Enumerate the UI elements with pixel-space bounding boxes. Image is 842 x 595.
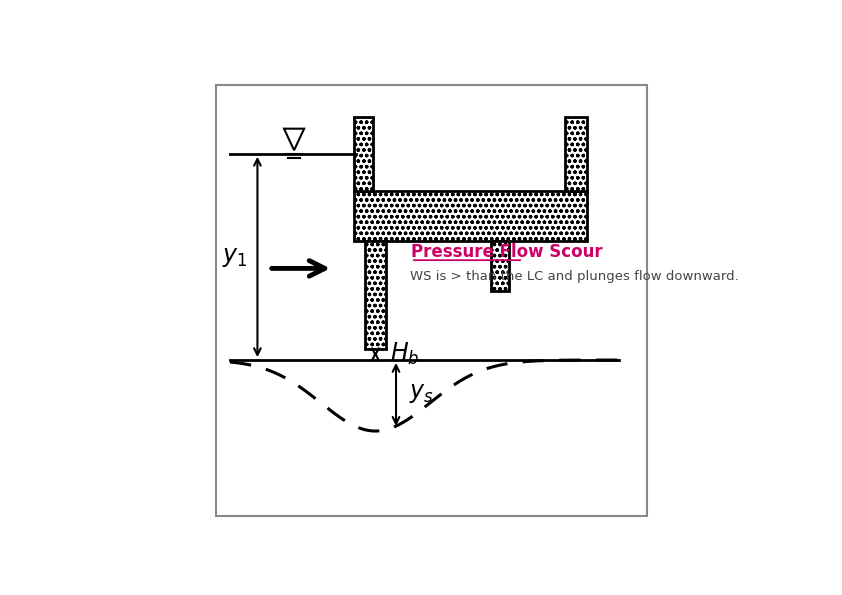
Bar (354, 117, 373, 190)
Text: WS is > than the LC and plunges flow downward.: WS is > than the LC and plunges flow dow… (409, 270, 738, 283)
Text: $y_1$: $y_1$ (221, 245, 248, 269)
Polygon shape (284, 129, 304, 150)
Bar (491, 241, 509, 292)
Text: Pressure Flow Scour: Pressure Flow Scour (411, 243, 603, 261)
Bar (565, 117, 588, 190)
Bar (354, 190, 588, 241)
Text: $y_s$: $y_s$ (409, 381, 434, 405)
Bar (365, 241, 386, 349)
Text: $H_b$: $H_b$ (391, 341, 420, 367)
